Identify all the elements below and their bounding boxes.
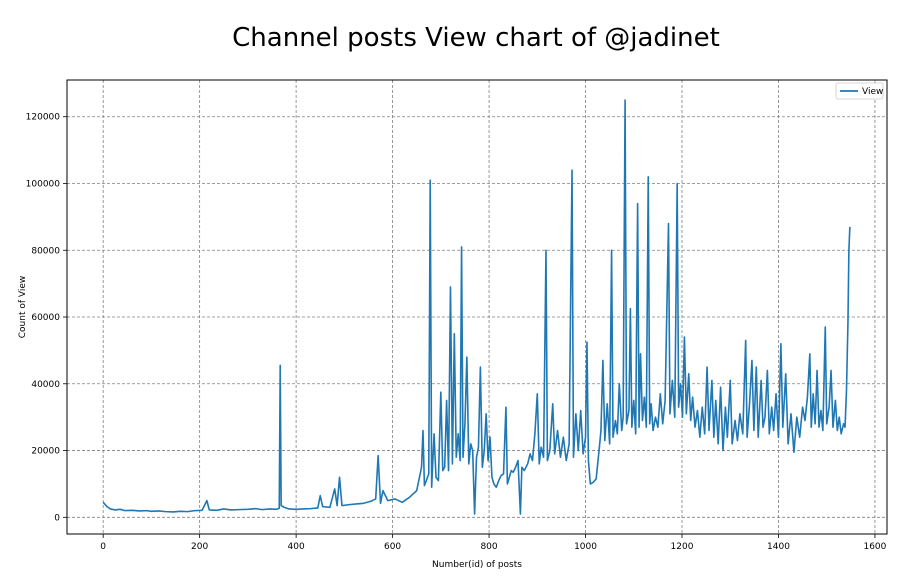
y-tick-label: 100000: [26, 179, 61, 189]
y-tick-label: 40000: [31, 380, 60, 390]
x-tick-label: 0: [100, 542, 106, 552]
chart-title: Channel posts View chart of @jadinet: [232, 23, 720, 53]
y-tick-label: 120000: [26, 113, 61, 123]
plot-frame: [66, 79, 888, 535]
y-axis-label: Count of View: [18, 276, 28, 338]
x-tick-label: 1600: [863, 542, 886, 552]
x-axis-ticks: 0 200 400 600 800 1000 1200 1400 1600: [100, 534, 887, 552]
y-tick-label: 0: [54, 513, 60, 523]
x-axis-label: Number(id) of posts: [432, 560, 522, 570]
x-tick-label: 200: [191, 542, 208, 552]
y-tick-label: 60000: [31, 313, 60, 323]
y-tick-label: 20000: [31, 447, 60, 457]
y-axis-ticks: 0 20000 40000 60000 80000 100000 120000: [26, 113, 67, 523]
legend-box: [835, 82, 884, 100]
grid-layer: [67, 80, 887, 534]
x-tick-label: 1200: [671, 542, 694, 552]
y-tick-label: 80000: [31, 246, 60, 256]
x-tick-label: 400: [288, 542, 305, 552]
x-tick-label: 800: [480, 542, 497, 552]
series-line-view: [102, 99, 851, 515]
x-tick-label: 1000: [574, 542, 597, 552]
legend: View: [835, 82, 884, 100]
legend-label-view: View: [862, 87, 883, 97]
x-tick-label: 600: [384, 542, 401, 552]
data-layer: [102, 99, 851, 515]
x-tick-label: 1400: [767, 542, 790, 552]
